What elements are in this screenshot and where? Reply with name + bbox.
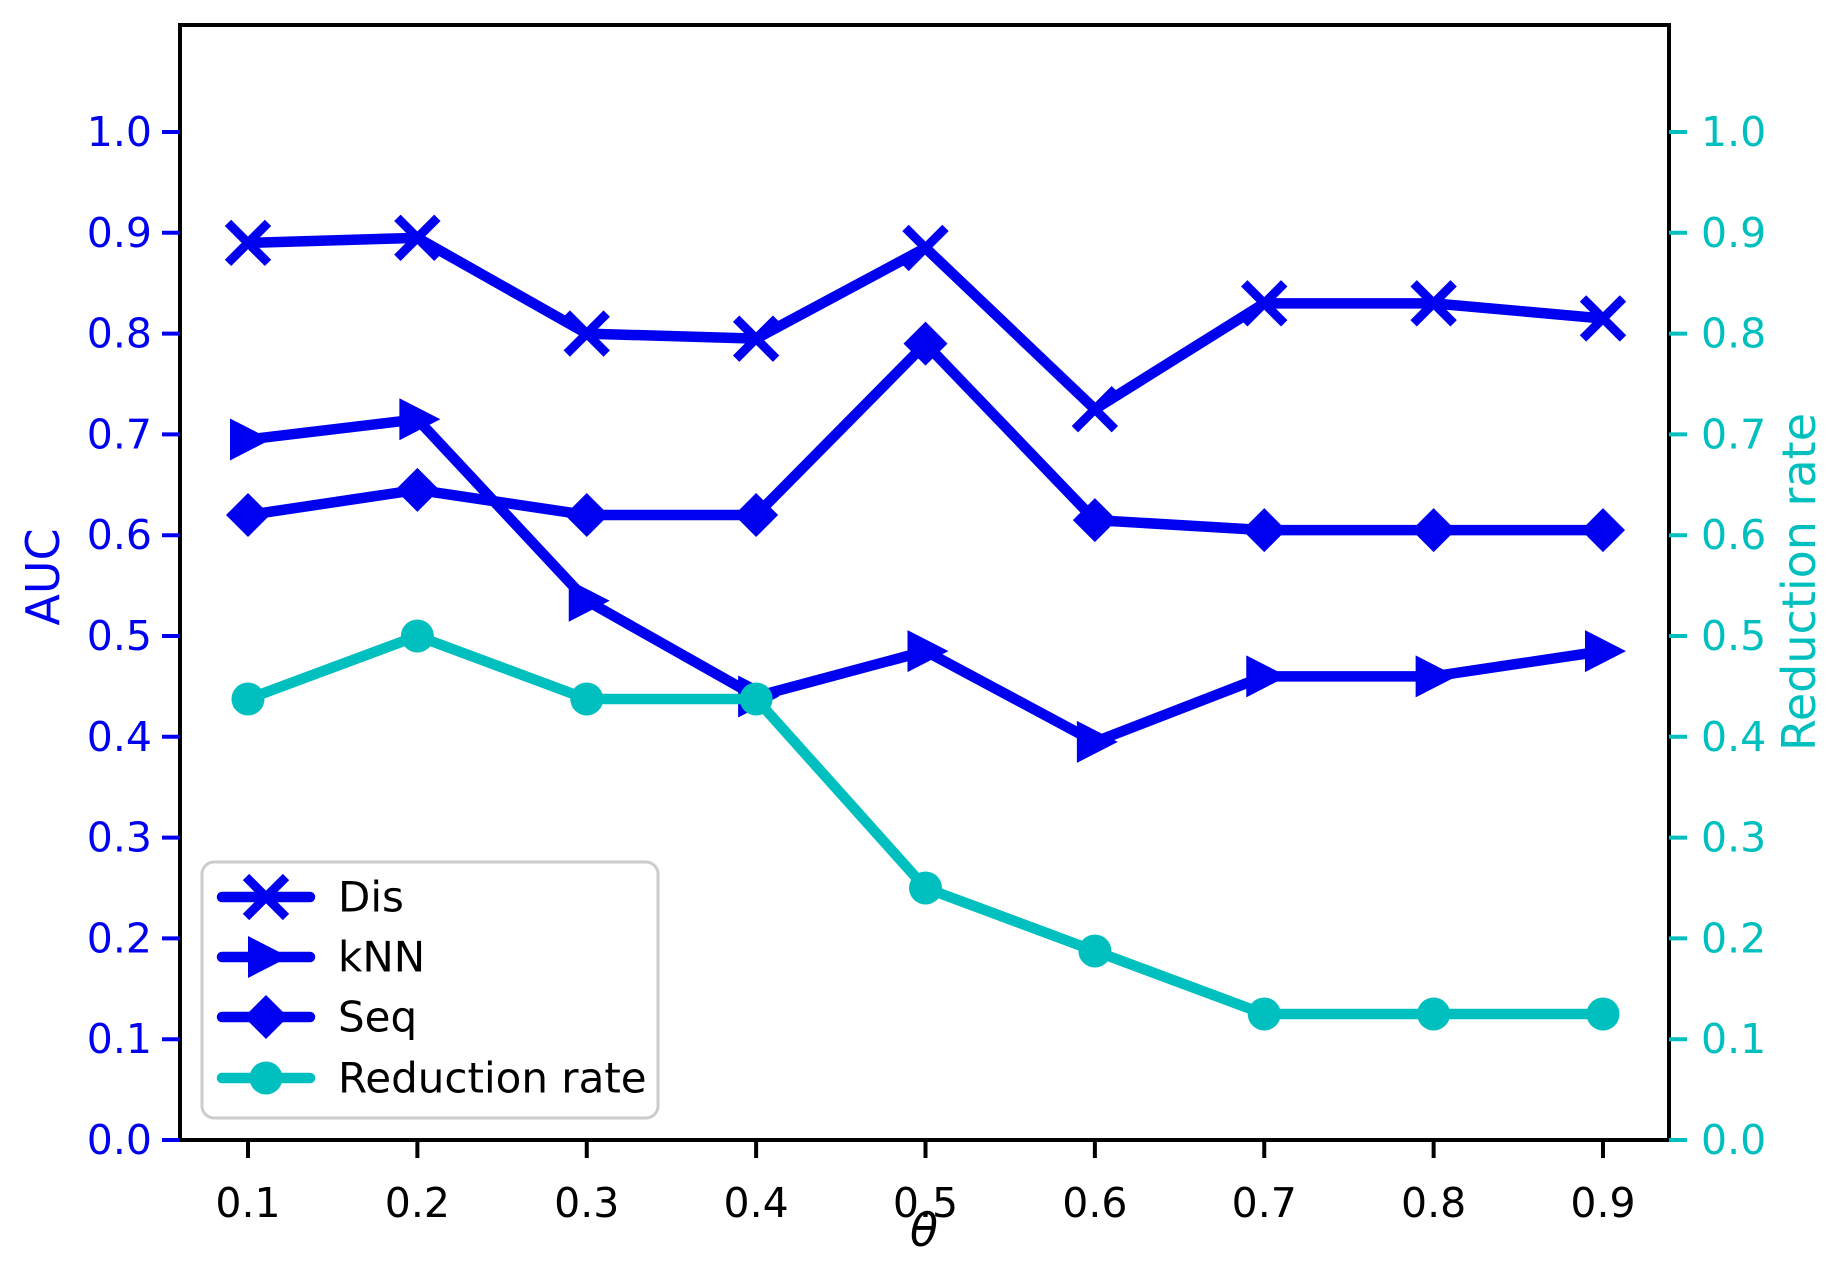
series-seq-marker-diamond <box>1411 508 1456 553</box>
series-reduction-rate-marker-circle <box>739 682 773 716</box>
series-dis-marker-x <box>394 214 441 262</box>
series-seq-marker-diamond <box>395 467 440 512</box>
left-tick-label: 0.8 <box>87 310 152 358</box>
legend-item: Reduction rate <box>216 1054 647 1103</box>
left-tick-label: 0.6 <box>87 511 152 559</box>
series-reduction-rate-marker-circle <box>570 682 604 716</box>
legend-marker-diamond <box>244 995 288 1039</box>
x-tick-label: 0.7 <box>1232 1179 1297 1227</box>
series-knn-marker-triangle-right <box>568 579 610 622</box>
left-axis-title: AUC <box>16 528 70 625</box>
left-tick-label: 0.3 <box>87 814 152 862</box>
legend-box <box>200 860 660 1120</box>
right-tick-label: 0.9 <box>1701 209 1766 257</box>
x-tick-label: 0.5 <box>893 1179 958 1227</box>
series-knn-marker-triangle-right <box>907 630 949 673</box>
series-seq-marker-diamond <box>903 321 948 366</box>
left-tick-label: 1.0 <box>87 108 152 156</box>
legend-label: Seq <box>338 993 417 1042</box>
series-seq-marker-diamond <box>1072 498 1117 543</box>
right-tick-label: 1.0 <box>1701 108 1766 156</box>
right-tick-label: 0.8 <box>1701 310 1766 358</box>
series-reduction-rate-marker-circle <box>1078 934 1112 968</box>
legend-item: kNN <box>216 933 425 982</box>
legend-label: Reduction rate <box>338 1054 647 1103</box>
right-axis-title: Reduction rate <box>1772 413 1826 751</box>
left-tick-label: 0.4 <box>87 713 152 761</box>
series-reduction-rate-marker-circle <box>1586 997 1620 1031</box>
x-tick-label: 0.2 <box>385 1179 450 1227</box>
series-knn-line <box>242 414 1609 748</box>
series-reduction-rate-marker-circle <box>231 682 265 716</box>
right-tick-label: 0.7 <box>1701 410 1766 458</box>
x-tick-label: 0.9 <box>1570 1179 1635 1227</box>
right-tick-label: 0.6 <box>1701 511 1766 559</box>
series-knn-marker-triangle-right <box>1246 655 1288 698</box>
series-reduction-rate-marker-circle <box>1417 997 1451 1031</box>
series-knn-marker-triangle-right <box>230 418 271 461</box>
x-axis-title: θ <box>910 1203 938 1257</box>
series-seq-line <box>242 338 1609 536</box>
series-knn-marker-triangle-right <box>1415 655 1457 698</box>
right-axis-ticks: 0.0 0.1 0.2 0.3 0.4 0.5 0.6 0.7 0.8 0.9 1.0 <box>1669 108 1766 1164</box>
x-tick-label: 0.1 <box>215 1179 280 1227</box>
legend-marker-triangle-right <box>248 936 289 978</box>
series-seq-marker-diamond <box>1581 508 1625 553</box>
series-seq-marker-diamond <box>734 493 779 538</box>
series-dis-marker-x <box>1071 386 1119 433</box>
series-knn-marker-triangle-right <box>1076 720 1118 763</box>
right-tick-label: 0.2 <box>1701 914 1766 962</box>
legend-item: Dis <box>216 873 404 922</box>
series-dis-marker-x <box>1579 295 1627 342</box>
legend-label: kNN <box>338 933 425 982</box>
x-tick-label: 0.3 <box>554 1179 619 1227</box>
x-tick-label: 0.6 <box>1062 1179 1127 1227</box>
series-seq-marker-diamond <box>564 493 609 538</box>
right-tick-label: 0.4 <box>1701 713 1766 761</box>
left-tick-label: 0.5 <box>87 612 152 660</box>
series-seq <box>226 321 1625 553</box>
left-tick-label: 0.2 <box>87 914 152 962</box>
series-knn-marker-triangle-right <box>1585 630 1626 673</box>
x-tick-label: 0.8 <box>1401 1179 1466 1227</box>
legend-marker-x <box>242 873 290 921</box>
legend: Dis kNN Seq Reduction rate <box>200 860 660 1120</box>
legend-marker-circle <box>249 1061 283 1095</box>
series-dis-marker-x <box>224 219 272 267</box>
series-seq-marker-diamond <box>226 493 270 538</box>
right-tick-label: 0.5 <box>1701 612 1766 660</box>
x-tick-label: 0.4 <box>724 1179 789 1227</box>
series-reduction-rate-marker-circle <box>1247 997 1281 1031</box>
right-tick-label: 0.0 <box>1701 1116 1766 1164</box>
right-tick-label: 0.1 <box>1701 1015 1766 1063</box>
series-knn <box>230 398 1626 763</box>
series-dis-marker-x <box>1410 280 1457 327</box>
series-reduction-rate <box>231 619 1620 1031</box>
legend-label: Dis <box>338 873 404 922</box>
series-reduction-rate-marker-circle <box>909 871 942 905</box>
left-tick-label: 0.7 <box>87 410 152 458</box>
left-tick-label: 0.0 <box>87 1116 152 1164</box>
left-axis-ticks: 0.0 0.1 0.2 0.3 0.4 0.5 0.6 0.7 0.8 0.9 1.0 <box>87 108 180 1164</box>
series-dis-marker-x <box>732 315 780 362</box>
series-reduction-rate-marker-circle <box>400 619 434 653</box>
left-tick-label: 0.1 <box>87 1015 152 1063</box>
series-dis <box>224 214 1627 433</box>
right-tick-label: 0.3 <box>1701 814 1766 862</box>
x-axis-ticks: 0.1 0.2 0.3 0.4 0.5 0.6 0.7 0.8 0.9 <box>215 1140 1636 1227</box>
series-knn-marker-triangle-right <box>399 398 441 441</box>
series-dis-marker-x <box>902 224 949 272</box>
series-seq-marker-diamond <box>1242 508 1287 553</box>
series-dis-marker-x <box>563 310 610 357</box>
legend-item: Seq <box>216 993 417 1042</box>
series-layer <box>224 214 1627 1031</box>
series-dis-marker-x <box>1241 280 1288 327</box>
left-tick-label: 0.9 <box>87 209 152 257</box>
